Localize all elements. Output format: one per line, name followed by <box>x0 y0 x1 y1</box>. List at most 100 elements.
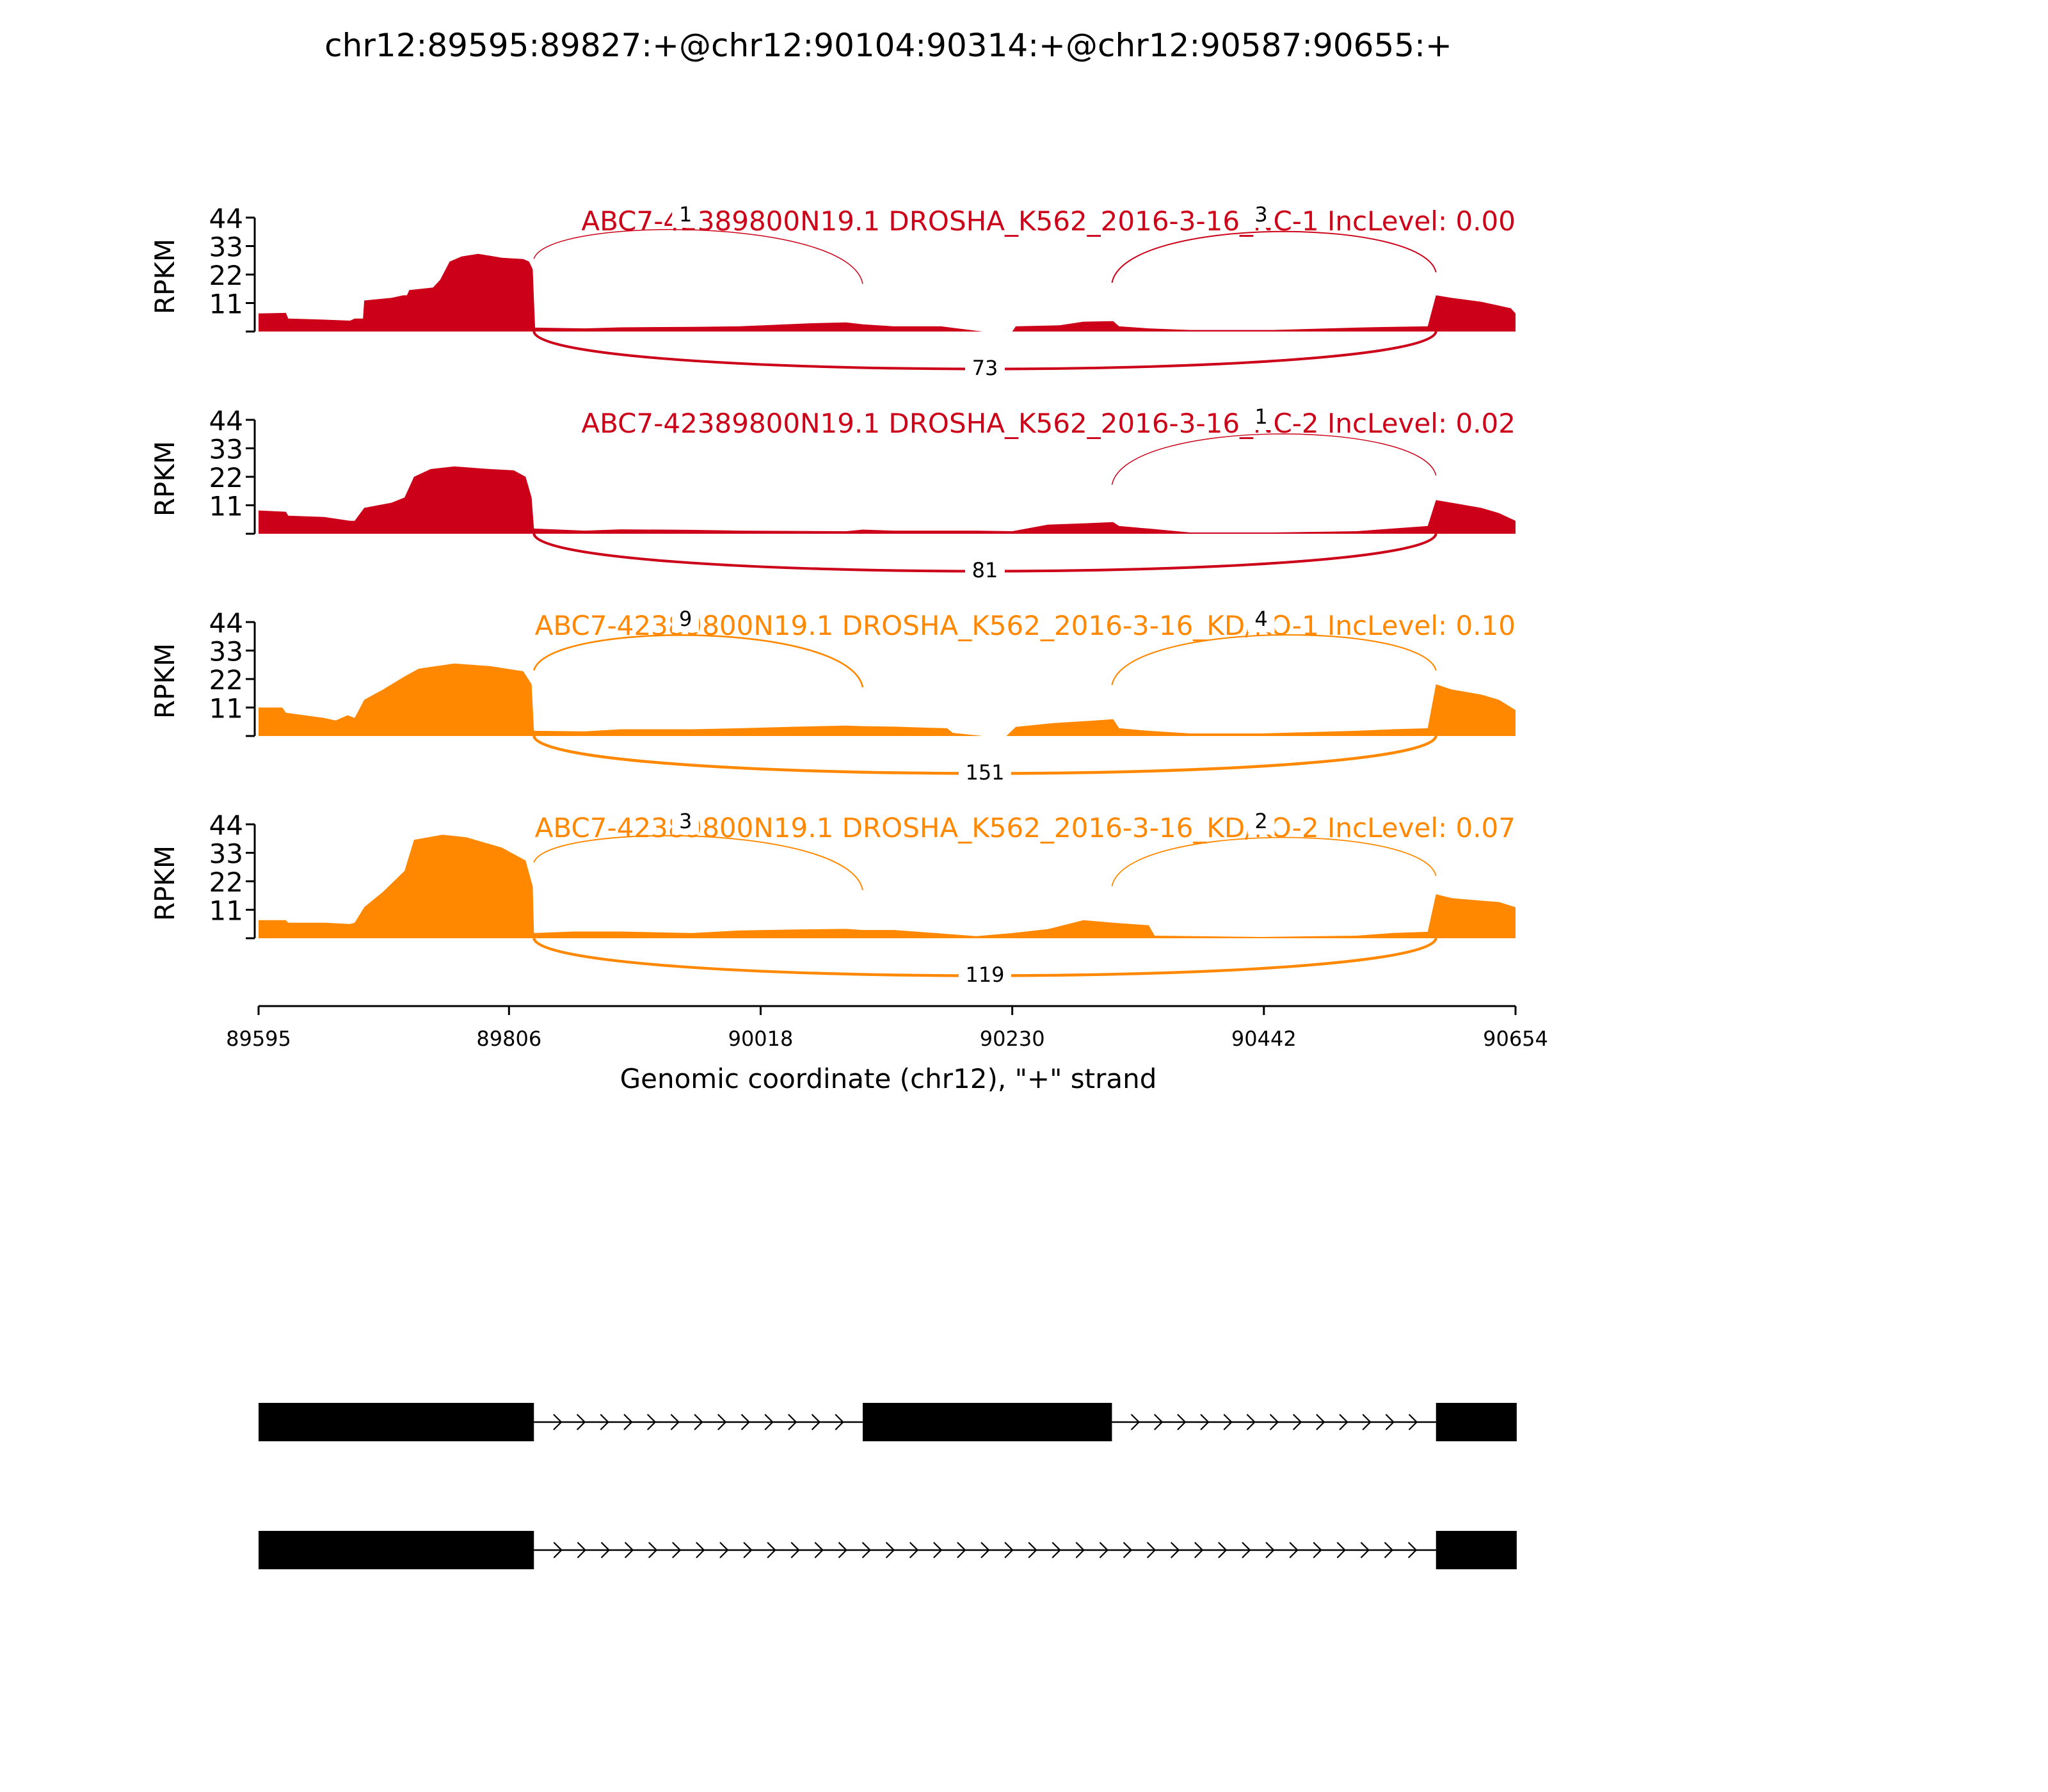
y-tick-label: 22 <box>209 260 243 291</box>
junction-arc <box>533 228 863 284</box>
strand-arrow <box>861 1542 872 1558</box>
junction-label-bg <box>1247 611 1275 632</box>
strand-arrow <box>1123 1542 1133 1558</box>
junction-label-bg <box>959 764 1012 786</box>
strand-arrow <box>646 1414 657 1430</box>
junction-count: 3 <box>1254 202 1267 227</box>
strand-arrow <box>717 1414 727 1430</box>
strand-arrow <box>814 1542 824 1558</box>
junction-label-bg <box>672 206 700 228</box>
strand-arrow <box>1407 1542 1418 1558</box>
strand-arrow <box>672 1542 682 1558</box>
junction-count: 119 <box>965 963 1004 987</box>
strand-arrow <box>1075 1542 1085 1558</box>
strand-arrow <box>933 1542 943 1558</box>
y-tick-label: 44 <box>209 203 243 234</box>
junction-label-bg <box>672 611 700 632</box>
junction-label-bg <box>965 562 1005 584</box>
exon-block <box>862 1403 1112 1441</box>
strand-arrow <box>600 1414 609 1430</box>
y-tick-label: 33 <box>209 636 243 668</box>
junction-arc <box>533 634 864 688</box>
strand-arrow <box>648 1542 658 1558</box>
strand-arrow <box>719 1542 729 1558</box>
junction-count: 73 <box>972 356 998 380</box>
coverage-area <box>259 663 1516 736</box>
strand-arrow <box>1177 1414 1187 1430</box>
junction-arc <box>533 835 863 891</box>
y-tick-label: 33 <box>209 838 243 870</box>
strand-arrow <box>1218 1542 1228 1558</box>
y-tick-label: 11 <box>209 289 243 320</box>
y-tick-label: 11 <box>209 895 243 927</box>
junction-count: 1 <box>679 202 692 227</box>
strand-arrow <box>696 1542 705 1558</box>
y-tick-label: 22 <box>209 462 243 493</box>
junction-count: 4 <box>1254 607 1267 631</box>
y-axis-label: RPKM <box>149 643 180 719</box>
strand-arrow <box>1028 1542 1037 1558</box>
figure-title: chr12:89595:89827:+@chr12:90104:90314:+@… <box>324 27 1452 64</box>
x-tick-label: 90442 <box>1231 1027 1297 1051</box>
x-axis: 89595 89806 90018 90230 90442 90654 <box>226 1005 1548 1051</box>
junction-count: 151 <box>965 760 1004 785</box>
strand-arrow <box>790 1542 800 1558</box>
strand-arrow <box>1004 1542 1014 1558</box>
strand-arrow <box>1362 1414 1372 1430</box>
strand-arrow <box>764 1414 774 1430</box>
y-tick-label: 22 <box>209 664 243 696</box>
strand-arrow <box>1360 1542 1370 1558</box>
strand-arrow <box>1146 1542 1156 1558</box>
exon-block <box>1436 1403 1517 1441</box>
strand-arrow <box>743 1542 753 1558</box>
track-label: ABC7-42389800N19.1 DROSHA_K562_2016-3-16… <box>581 205 1516 237</box>
strand-arrow <box>885 1542 895 1558</box>
strand-arrow <box>1200 1414 1210 1430</box>
strand-arrow <box>1269 1414 1279 1430</box>
y-tick-label: 33 <box>209 232 243 263</box>
junction-label-bg <box>672 813 700 835</box>
x-tick-label: 90654 <box>1483 1027 1548 1051</box>
strand-arrow <box>1289 1542 1299 1558</box>
isoform-1 <box>259 1403 1517 1441</box>
strand-arrow <box>1130 1414 1140 1430</box>
junction-label-bg <box>1247 813 1275 835</box>
y-tick-label: 44 <box>209 810 243 841</box>
junction-count: 81 <box>972 558 998 582</box>
coverage-area <box>259 253 1516 332</box>
y-tick-label: 11 <box>209 491 243 522</box>
strand-arrow <box>1313 1542 1322 1558</box>
junction-arc <box>1111 433 1437 485</box>
strand-arrow <box>767 1542 776 1558</box>
strand-arrow <box>1246 1414 1256 1430</box>
strand-arrow <box>1339 1414 1348 1430</box>
strand-arrow <box>670 1414 680 1430</box>
strand-arrow <box>1223 1414 1233 1430</box>
junction-count: 1 <box>1254 404 1267 429</box>
junction-label-bg <box>1247 408 1275 430</box>
junction-count: 2 <box>1254 809 1267 833</box>
strand-arrow <box>740 1414 751 1430</box>
y-tick-label: 11 <box>209 693 243 724</box>
strand-arrow <box>1292 1414 1302 1430</box>
strand-arrow <box>1384 1542 1394 1558</box>
x-tick-label: 90230 <box>980 1027 1045 1051</box>
strand-arrow <box>909 1542 919 1558</box>
strand-arrow <box>577 1542 587 1558</box>
junction-label-bg <box>959 966 1012 988</box>
x-tick-label: 90018 <box>728 1027 794 1051</box>
strand-arrow <box>811 1414 821 1430</box>
x-axis-label: Genomic coordinate (chr12), "+" strand <box>620 1063 1157 1094</box>
y-tick-label: 33 <box>209 434 243 465</box>
strand-arrow <box>553 1414 563 1430</box>
strand-arrow <box>1153 1414 1164 1430</box>
exon-block <box>259 1403 534 1441</box>
strand-arrow <box>1099 1542 1109 1558</box>
strand-arrow <box>980 1542 990 1558</box>
strand-arrow <box>838 1542 848 1558</box>
